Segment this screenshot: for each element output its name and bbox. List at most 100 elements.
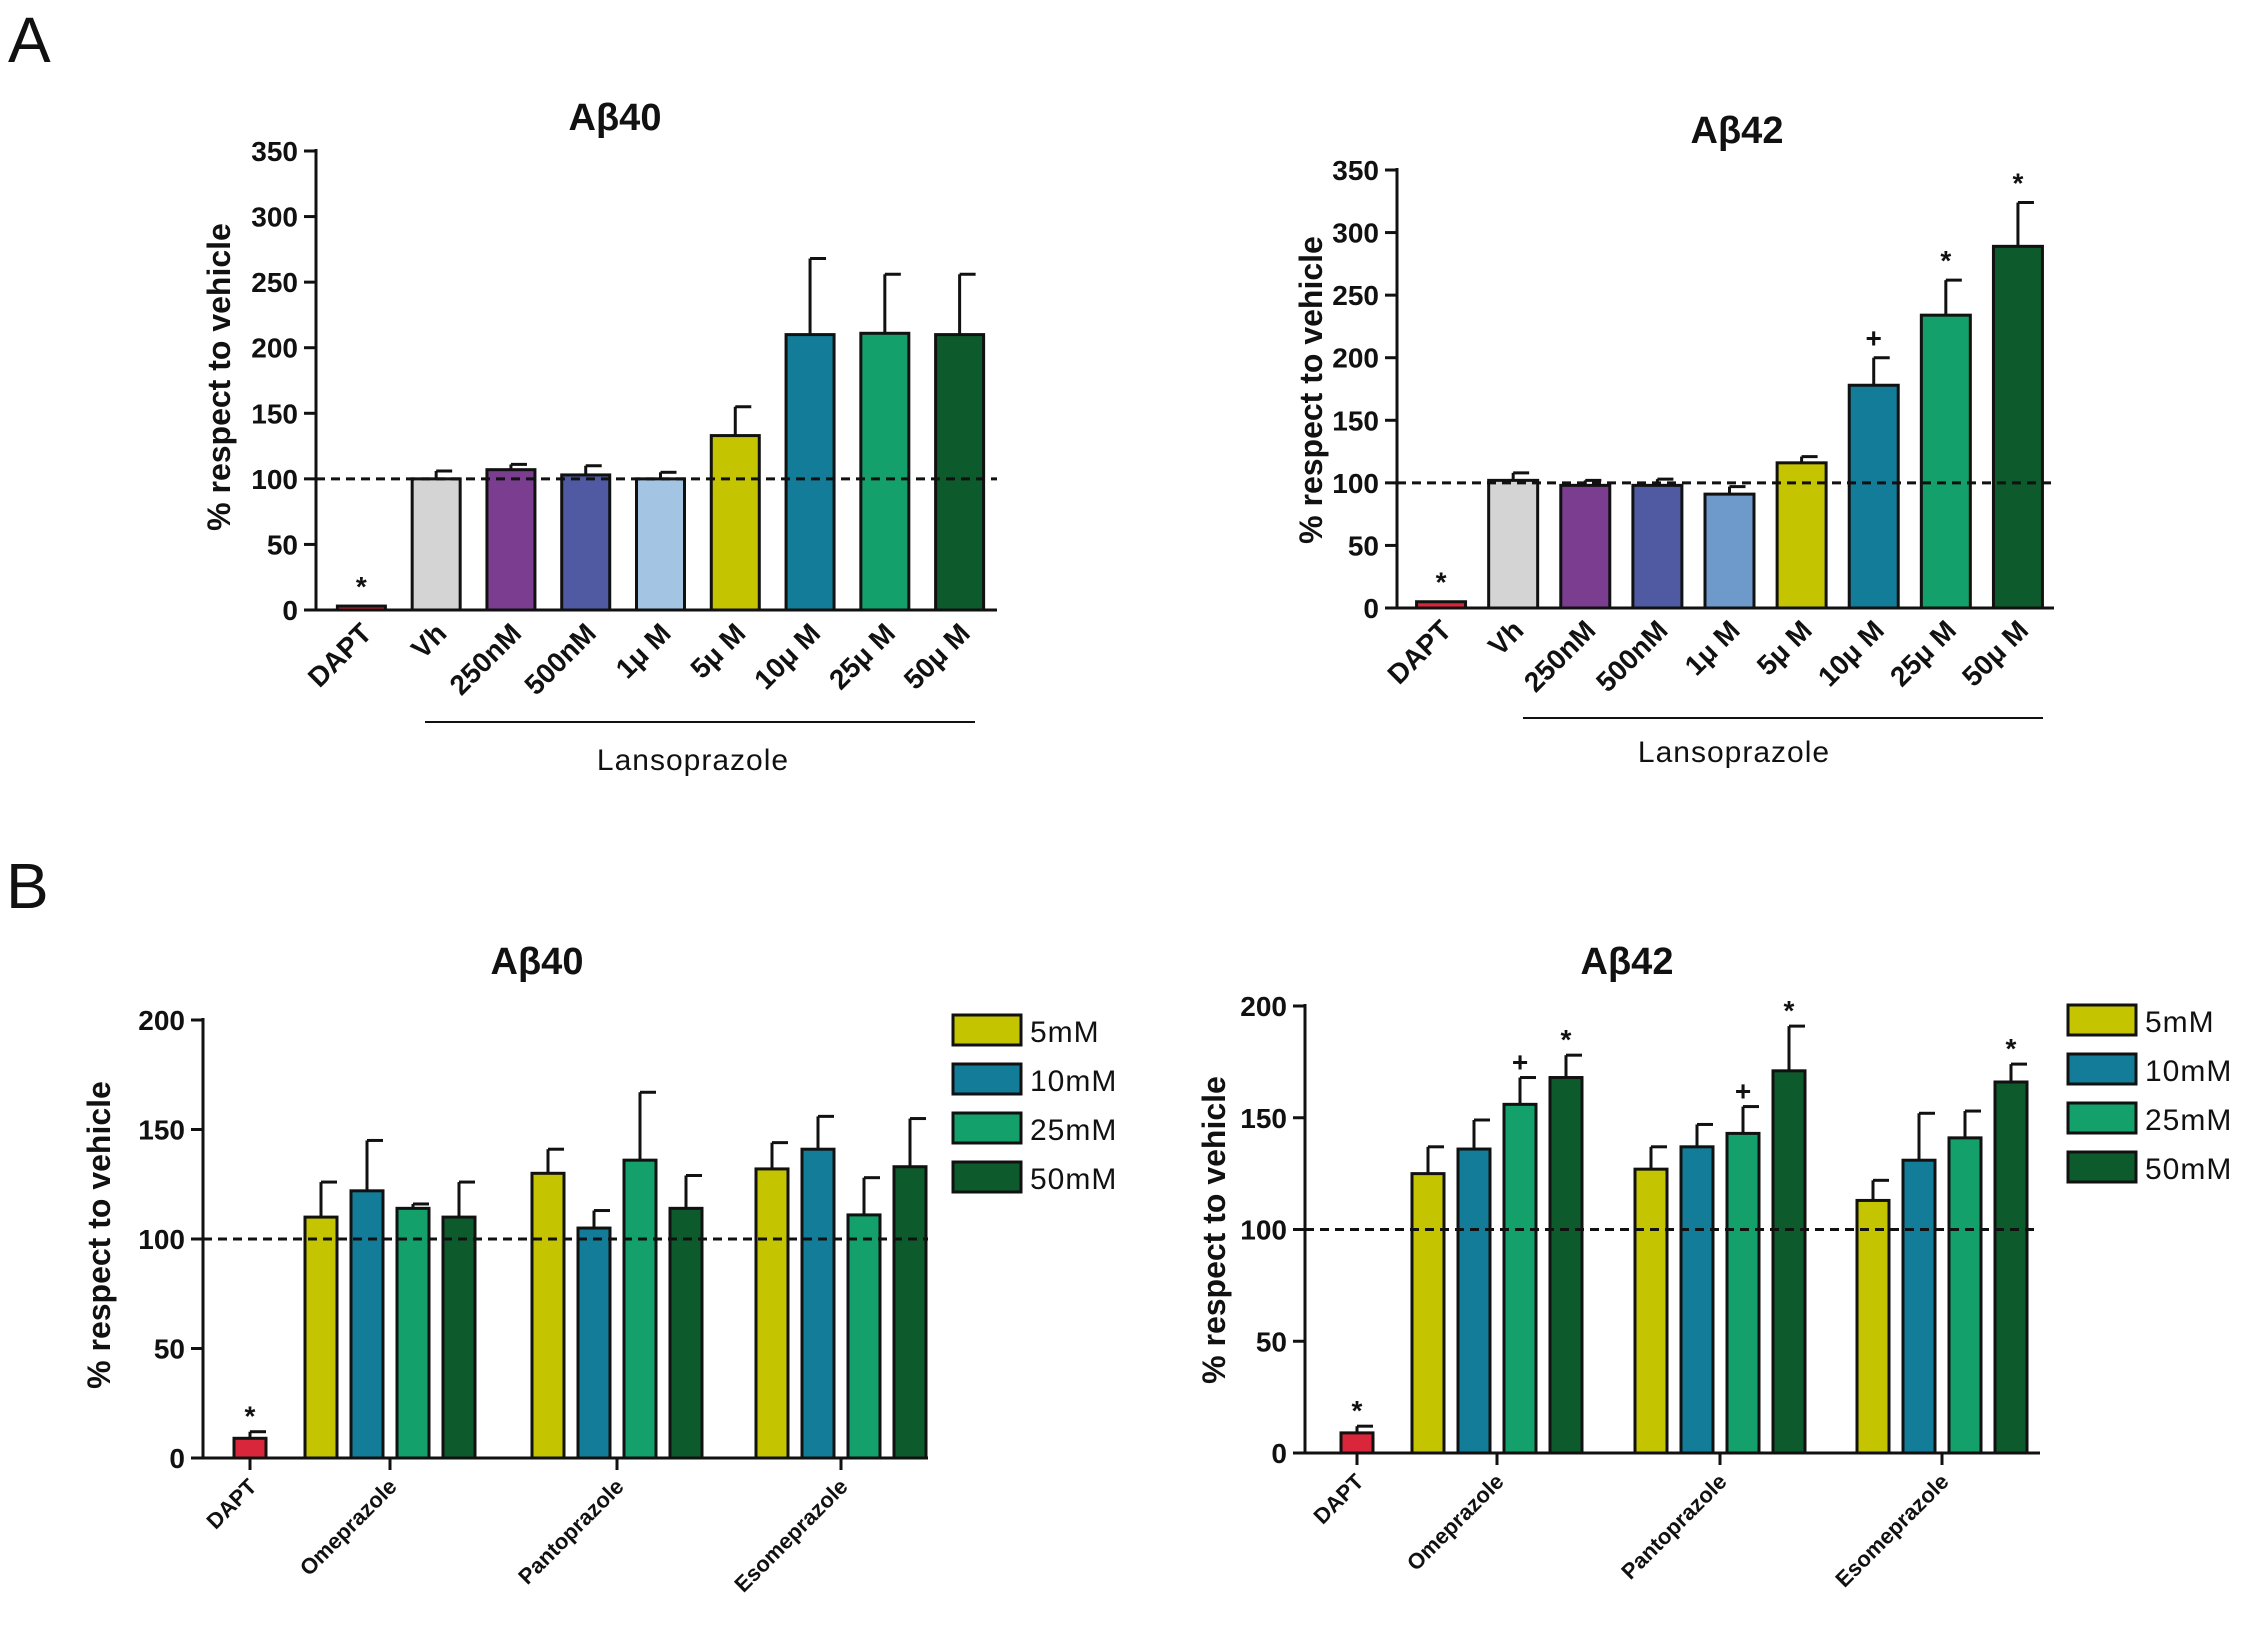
bar-dapt-significance-mark: * [245, 1401, 256, 1432]
y-tick-label: 50 [1256, 1326, 1287, 1357]
bar-omeprazole-50mm [441, 1215, 477, 1460]
x-tick-label: 10μ M [748, 617, 826, 695]
legend-label-25mm: 25mM [1030, 1114, 1117, 1147]
bar-pantoprazole-5mm [1633, 1167, 1669, 1455]
bar-50u-m [934, 333, 986, 612]
bar-pantoprazole-10mm [1679, 1145, 1715, 1455]
bar-pantoprazole-5mm [530, 1171, 566, 1460]
legend-label-5mm: 5mM [2145, 1006, 2215, 1039]
bar-dapt-significance-mark: * [1352, 1395, 1363, 1426]
x-tick-label: 250nM [1518, 614, 1602, 698]
x-tick-label: 10μ M [1812, 614, 1890, 692]
x-tick-label: 500nM [518, 617, 602, 701]
y-tick-label: 300 [251, 202, 298, 233]
y-axis-label: % respect to vehicle [81, 1081, 117, 1389]
legend-swatch-5mm [2066, 1003, 2138, 1037]
legend-swatch-10mm [951, 1062, 1023, 1096]
bar-500nm [1631, 483, 1684, 610]
bar-50u-m-significance-mark: * [2012, 168, 2023, 199]
y-tick-label: 200 [251, 333, 298, 364]
bar-pantoprazole-25mm [622, 1158, 658, 1460]
bar-pantoprazole-50mm [668, 1206, 704, 1460]
bar-dapt [1339, 1431, 1375, 1455]
chart-abeta42-ppis: Aβ42 % respect to vehicle * DAPT + * Omepraz… [1196, 941, 2232, 1592]
bar-omeprazole-50mm-significance-mark: * [1561, 1024, 1572, 1055]
bar-pantoprazole-25mm [1725, 1131, 1761, 1455]
bar-1u-m [1703, 492, 1756, 610]
bar-omeprazole-25mm-significance-mark: + [1512, 1047, 1528, 1078]
bar-1u-m [635, 477, 686, 612]
bar-250nm [485, 468, 537, 612]
bar-25u-m [1919, 313, 1972, 610]
legend-swatch-5mm [951, 1013, 1023, 1047]
bar-25u-m [859, 331, 911, 612]
legend-label-10mm: 10mM [2145, 1055, 2232, 1088]
legend-swatch-50mm [2066, 1150, 2138, 1184]
x-tick-label: 1μ M [1679, 614, 1746, 681]
bar-dapt-significance-mark: * [356, 571, 367, 602]
legend-label-50mm: 50mM [1030, 1163, 1117, 1196]
bar-esomeprazole-25mm [1947, 1136, 1983, 1455]
x-tick-label: 5μ M [1751, 614, 1818, 681]
x-tick-label: DAPT [202, 1473, 262, 1533]
legend-swatch-25mm [2066, 1101, 2138, 1135]
y-axis-label: % respect to vehicle [201, 223, 237, 531]
y-tick-label: 200 [138, 1005, 185, 1036]
bar-esomeprazole-5mm [1855, 1198, 1891, 1455]
panel-letter-b: B [6, 850, 49, 922]
y-tick-label: 200 [1332, 343, 1379, 374]
x-tick-label: 5μ M [684, 617, 751, 684]
bar-25u-m-significance-mark: * [1940, 245, 1951, 276]
bar-pantoprazole-50mm [1771, 1069, 1807, 1455]
chart-title: Aβ42 [1691, 110, 1784, 152]
bar-omeprazole-10mm [349, 1189, 385, 1460]
y-tick-label: 100 [1240, 1215, 1287, 1246]
chart-title: Aβ40 [491, 941, 584, 983]
bar-10u-m [784, 333, 836, 612]
x-tick-label: Vh [1482, 614, 1529, 661]
y-tick-label: 100 [1332, 468, 1379, 499]
x-tick-label: 500nM [1590, 614, 1674, 698]
y-tick-label: 100 [251, 464, 298, 495]
bar-esomeprazole-10mm [1901, 1158, 1937, 1455]
bar-omeprazole-25mm [395, 1206, 431, 1460]
y-tick-label: 150 [138, 1115, 185, 1146]
y-tick-label: 350 [1332, 155, 1379, 186]
bar-5u-m [1775, 461, 1828, 610]
x-tick-label: Esomeprazole [729, 1474, 852, 1597]
x-tick-label: 50μ M [898, 617, 976, 695]
y-tick-label: 0 [1271, 1438, 1287, 1469]
x-tick-label: DAPT [302, 617, 378, 693]
x-tick-label: Pantoprazole [513, 1474, 628, 1589]
bar-omeprazole-5mm [1410, 1172, 1446, 1455]
bar-omeprazole-10mm [1456, 1147, 1492, 1455]
y-tick-label: 200 [1240, 991, 1287, 1022]
y-axis-label: % respect to vehicle [1196, 1076, 1232, 1384]
bar-pantoprazole-25mm-significance-mark: + [1735, 1076, 1751, 1107]
x-tick-label: 250nM [444, 617, 528, 701]
y-axis-label: % respect to vehicle [1293, 236, 1329, 544]
bar-esomeprazole-5mm [754, 1167, 790, 1460]
bar-omeprazole-25mm [1502, 1102, 1538, 1455]
bar-10u-m-significance-mark: + [1866, 323, 1882, 354]
y-tick-label: 50 [1348, 530, 1379, 561]
x-tick-label: DAPT [1381, 614, 1457, 690]
y-tick-label: 0 [1363, 593, 1379, 624]
y-tick-label: 150 [1332, 405, 1379, 436]
group-label-lansoprazole: Lansoprazole [597, 744, 789, 777]
bar-pantoprazole-50mm-significance-mark: * [1784, 995, 1795, 1026]
x-tick-label: 25μ M [823, 617, 901, 695]
x-tick-label: Omeprazole [1402, 1469, 1509, 1576]
y-tick-label: 300 [1332, 218, 1379, 249]
y-tick-label: 0 [169, 1443, 185, 1474]
bar-omeprazole-5mm [303, 1215, 339, 1460]
bar-pantoprazole-10mm [576, 1226, 612, 1460]
bar-250nm [1559, 483, 1612, 610]
legend-swatch-10mm [2066, 1052, 2138, 1086]
y-tick-label: 150 [251, 398, 298, 429]
y-tick-label: 100 [138, 1224, 185, 1255]
y-tick-label: 0 [282, 595, 298, 626]
legend-swatch-25mm [951, 1111, 1023, 1145]
bar-50u-m [1991, 244, 2044, 610]
y-tick-label: 50 [267, 529, 298, 560]
